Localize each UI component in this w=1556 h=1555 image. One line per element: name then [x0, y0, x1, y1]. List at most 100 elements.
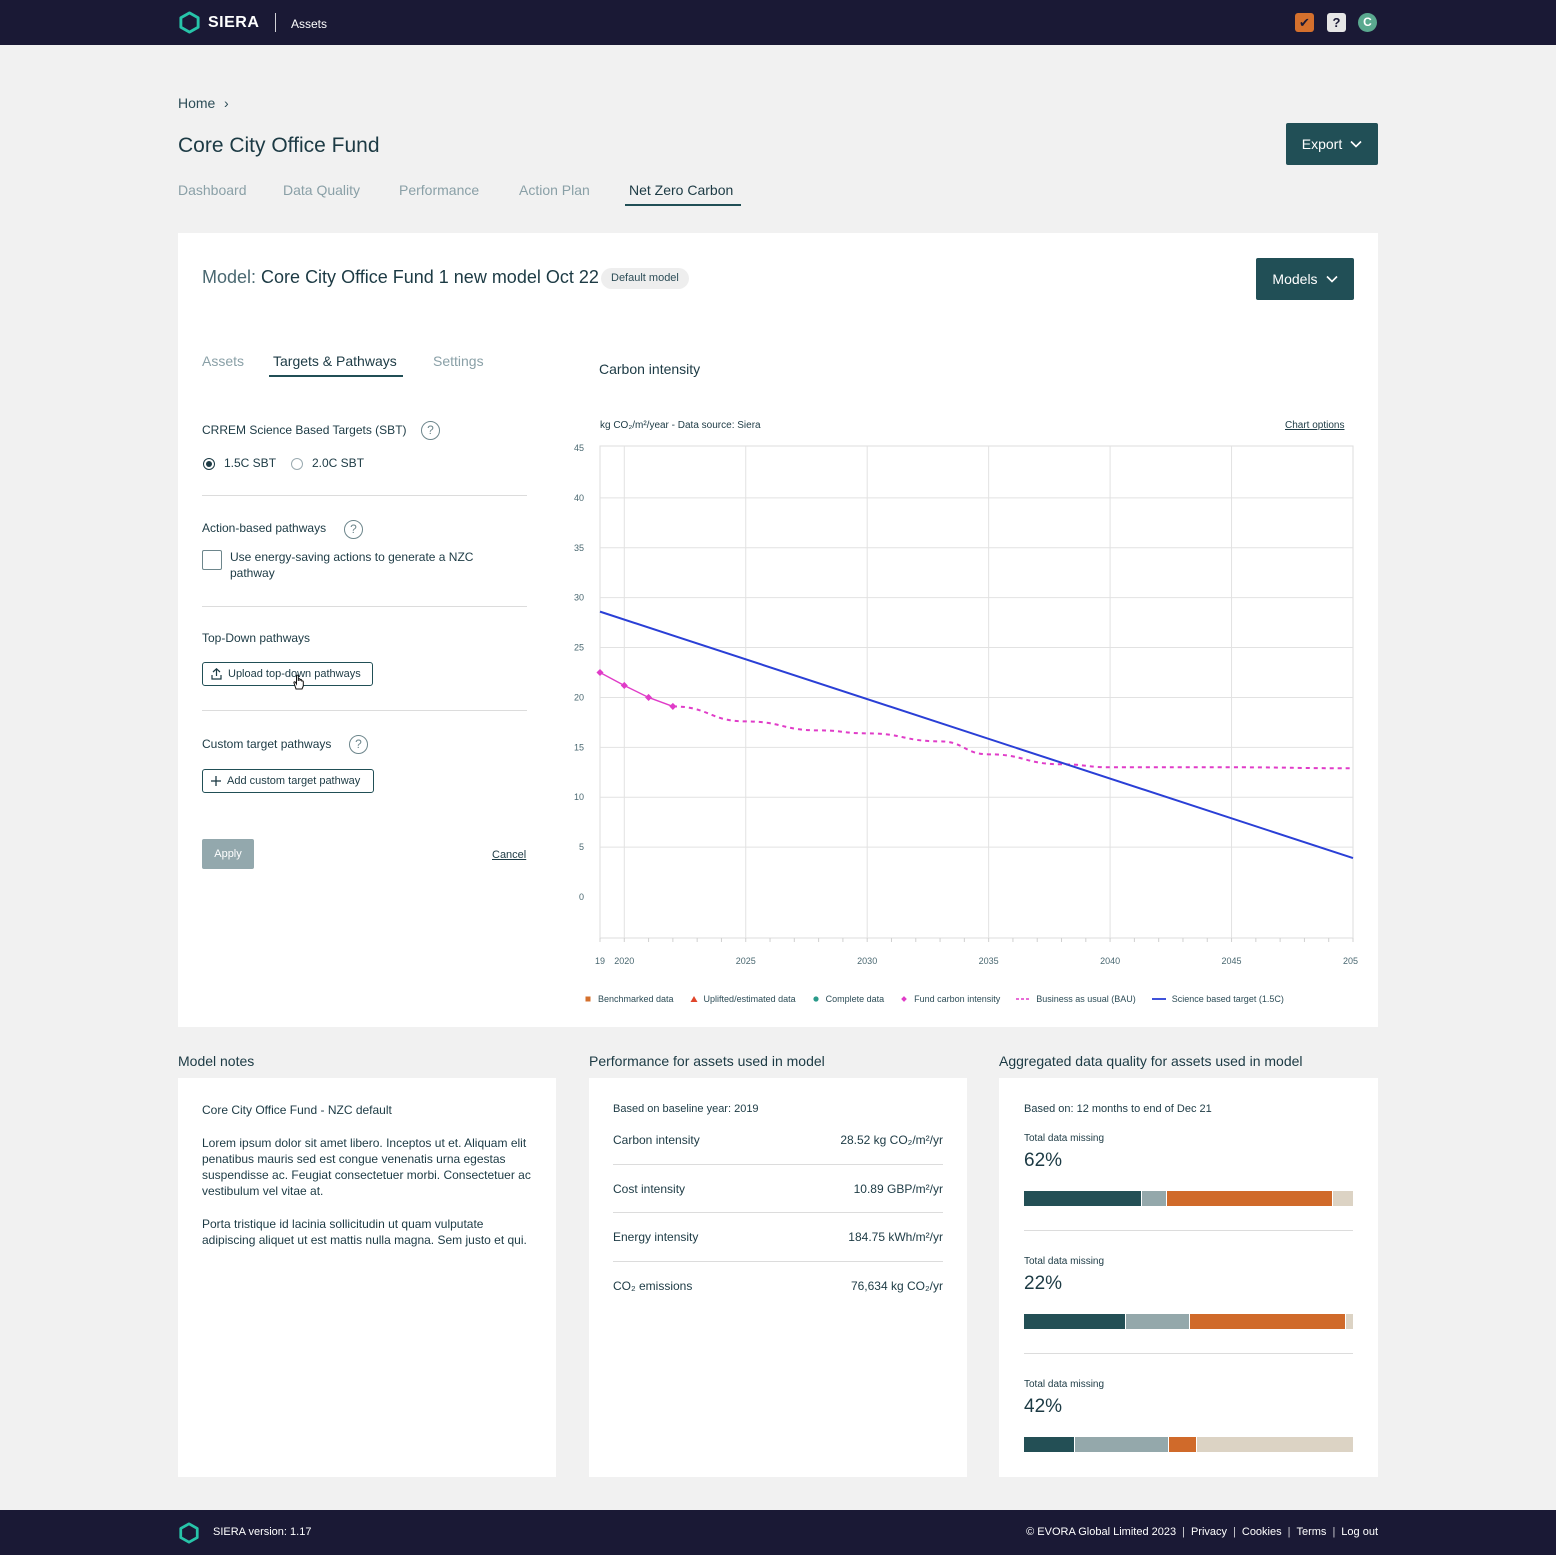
siera-logo-icon[interactable]	[178, 11, 201, 34]
sbt-section-title: CRREM Science Based Targets (SBT)	[202, 423, 407, 437]
science-based-target-line	[599, 610, 1354, 860]
performance-title: Performance for assets used in model	[589, 1053, 825, 1069]
y-tick-label: 25	[574, 643, 584, 653]
fund-carbon-intensity-line	[599, 671, 674, 708]
dq-bar-segment	[1168, 1437, 1197, 1452]
square-legend-icon	[585, 996, 591, 1002]
legend-item[interactable]: Complete data	[812, 994, 884, 1004]
dq-label: Total data missing	[1024, 1379, 1105, 1390]
circle-legend-icon	[813, 996, 819, 1002]
model-notes-title: Model notes	[178, 1053, 255, 1069]
sbt-radio-1-5c[interactable]	[203, 458, 215, 470]
hand-cursor-icon	[293, 674, 304, 690]
dq-bar	[1024, 1191, 1353, 1206]
legend-item[interactable]: Uplifted/estimated data	[690, 994, 796, 1004]
cancel-link[interactable]: Cancel	[492, 849, 527, 861]
x-tick-label: 2030	[857, 956, 877, 966]
chart-options-link[interactable]: Chart options	[1285, 420, 1345, 431]
divider	[202, 710, 527, 711]
add-custom-pathway-button[interactable]: Add custom target pathway	[202, 769, 374, 793]
footer-links: © EVORA Global Limited 2023 | Privacy | …	[1026, 1526, 1378, 1538]
apply-button[interactable]: Apply	[202, 839, 254, 869]
perf-value: 28.52 kg CO₂/m²/yr	[840, 1133, 943, 1147]
help-icon[interactable]: ?	[421, 421, 440, 440]
brand-name[interactable]: SIERA	[208, 14, 260, 31]
breadcrumb-home[interactable]: Home	[178, 95, 216, 111]
page-title: Core City Office Fund	[178, 134, 380, 157]
dq-bar	[1024, 1314, 1353, 1329]
footer-link-cookies[interactable]: Cookies	[1241, 1526, 1282, 1538]
siera-logo-icon	[179, 1522, 199, 1544]
dq-bar-segment	[1074, 1437, 1169, 1452]
fund-carbon-intensity-point	[645, 693, 653, 701]
data-quality-card: Based on: 12 months to end of Dec 21 Tot…	[999, 1078, 1378, 1477]
help-icon[interactable]: ?	[344, 520, 363, 539]
user-avatar[interactable]: C	[1358, 13, 1377, 32]
model-card: Model: Core City Office Fund 1 new model…	[178, 233, 1378, 1027]
divider	[613, 1212, 943, 1213]
divider	[1024, 1230, 1353, 1231]
energy-actions-checkbox-label[interactable]: Use energy-saving actions to generate a …	[230, 550, 474, 580]
sbt-radio-2-0c-label[interactable]: 2.0C SBT	[312, 456, 365, 470]
dq-bar-segment	[1024, 1191, 1143, 1206]
tab-action-plan[interactable]: Action Plan	[519, 182, 590, 198]
y-tick-label: 35	[574, 543, 584, 553]
model-prefix: Model:	[202, 267, 257, 287]
dq-bar-segment	[1190, 1314, 1347, 1329]
tab-net-zero-carbon[interactable]: Net Zero Carbon	[629, 182, 734, 198]
footer-link-privacy[interactable]: Privacy	[1190, 1526, 1228, 1538]
dq-based-on: Based on: 12 months to end of Dec 21	[1024, 1103, 1212, 1115]
y-tick-label: 10	[574, 792, 584, 802]
brand-divider	[275, 13, 276, 32]
default-model-badge: Default model	[601, 268, 689, 289]
x-tick-label: 2020	[614, 956, 634, 966]
tasks-check-icon[interactable]: ✔	[1295, 13, 1314, 32]
tab-dashboard[interactable]: Dashboard	[178, 182, 247, 198]
active-tab-indicator	[625, 204, 741, 206]
subtab-settings[interactable]: Settings	[433, 353, 484, 369]
footer-link-logout[interactable]: Log out	[1341, 1526, 1378, 1538]
upload-topdown-button[interactable]: Upload top-down pathways	[202, 662, 373, 686]
help-icon[interactable]: ?	[349, 735, 368, 754]
legend-item[interactable]: Science based target (1.5C)	[1151, 994, 1284, 1004]
version-text: SIERA version: 1.17	[213, 1526, 312, 1538]
subtab-targets-pathways[interactable]: Targets & Pathways	[273, 353, 397, 369]
dashed-line-legend-icon	[1016, 998, 1031, 1000]
sbt-radio-2-0c[interactable]	[291, 458, 303, 470]
y-tick-label: 40	[574, 493, 584, 503]
legend-item[interactable]: Benchmarked data	[584, 994, 674, 1004]
divider	[1024, 1353, 1353, 1354]
sbt-radio-1-5c-label[interactable]: 1.5C SBT	[224, 456, 277, 470]
section-name[interactable]: Assets	[291, 17, 328, 31]
chevron-down-icon	[1325, 275, 1338, 283]
dq-bar-segment	[1333, 1191, 1353, 1206]
footer-separator: |	[1233, 1526, 1236, 1538]
legend-item[interactable]: Fund carbon intensity	[900, 994, 1000, 1004]
chevron-down-icon	[1350, 140, 1362, 148]
notes-heading: Core City Office Fund - NZC default	[202, 1103, 392, 1117]
energy-actions-checkbox[interactable]	[202, 550, 222, 570]
subtab-assets[interactable]: Assets	[202, 353, 245, 369]
legend-label: Fund carbon intensity	[914, 994, 1001, 1004]
perf-value: 10.89 GBP/m²/yr	[853, 1182, 943, 1196]
help-icon[interactable]: ?	[1327, 13, 1346, 32]
line-legend-icon	[1151, 998, 1166, 1000]
plot-frame	[599, 445, 1354, 939]
dq-label: Total data missing	[1024, 1133, 1105, 1144]
divider	[613, 1261, 943, 1262]
custom-section-title: Custom target pathways	[202, 737, 332, 751]
add-custom-pathway-label: Add custom target pathway	[227, 775, 361, 787]
tab-data-quality[interactable]: Data Quality	[283, 182, 361, 198]
perf-row-carbon: Carbon intensity 28.52 kg CO₂/m²/yr	[613, 1133, 943, 1147]
tab-performance[interactable]: Performance	[399, 182, 480, 198]
legend-item[interactable]: Business as usual (BAU)	[1016, 994, 1136, 1004]
models-label: Models	[1272, 271, 1318, 287]
dq-bar	[1024, 1437, 1353, 1452]
footer-link-terms[interactable]: Terms	[1296, 1526, 1327, 1538]
export-button[interactable]: Export	[1286, 123, 1378, 165]
models-button[interactable]: Models	[1256, 258, 1354, 300]
active-subtab-indicator	[269, 375, 403, 377]
dq-bar-segment	[1024, 1314, 1126, 1329]
dq-percent: 62%	[1024, 1150, 1063, 1171]
